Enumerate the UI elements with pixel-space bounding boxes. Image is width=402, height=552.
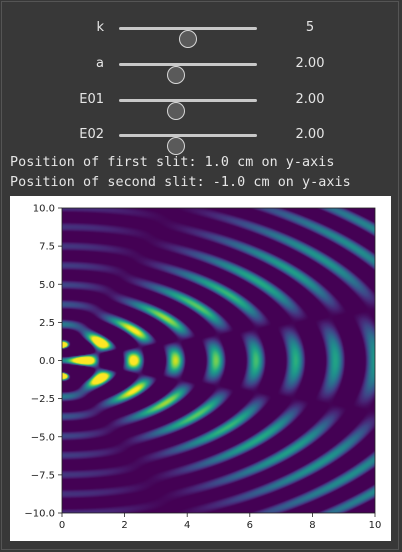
slider-e01-handle[interactable]: [166, 102, 185, 120]
y-tick-label: 2.5: [39, 318, 55, 329]
x-tick-label: 8: [309, 520, 315, 531]
slider-a-label: a: [96, 56, 104, 71]
slider-k-handle[interactable]: [179, 30, 197, 48]
slider-k-value: 5: [305, 20, 315, 35]
slider-k-label: k: [96, 20, 104, 35]
slider-a-handle[interactable]: [166, 66, 185, 84]
interference-figure: 0 2 4 6 8 10 10.0 7.5 5.0 2.5 0.0 −2.5 −5.0 −7.5 −10.…: [10, 196, 391, 541]
y-tick-label: −5.0: [31, 432, 55, 443]
slider-e02-handle[interactable]: [166, 137, 185, 155]
x-tick-label: 0: [59, 520, 65, 531]
x-tick-label: 10: [369, 520, 382, 531]
slider-k[interactable]: k 5: [0, 16, 402, 48]
slider-e01-track[interactable]: [119, 99, 257, 120]
y-tick-label: 0.0: [39, 356, 55, 367]
x-tick-label: 2: [121, 520, 127, 531]
x-tick-label: 6: [247, 520, 253, 531]
output-first-slit: Position of first slit: 1.0 cm on y-axis: [10, 155, 335, 170]
slider-e01[interactable]: E01 2.00: [0, 88, 402, 120]
slider-e02[interactable]: E02 2.00: [0, 123, 402, 155]
slider-e02-track[interactable]: [119, 134, 257, 155]
y-tick-label: −2.5: [31, 394, 55, 405]
slider-e02-value: 2.00: [295, 127, 325, 142]
slider-a[interactable]: a 2.00: [0, 52, 402, 84]
slider-k-track[interactable]: [119, 27, 257, 48]
slider-e01-label: E01: [79, 92, 104, 107]
y-tick-label: 10.0: [33, 204, 55, 215]
slider-a-value: 2.00: [295, 56, 325, 71]
x-axis-ticks: 0 2 4 6 8 10: [59, 513, 382, 531]
interference-plot: 0 2 4 6 8 10 10.0 7.5 5.0 2.5 0.0 −2.5 −5.0 −7.5 −10.…: [24, 204, 382, 532]
interference-heatmap: [62, 208, 375, 513]
y-tick-label: 7.5: [39, 242, 55, 253]
y-tick-label: −10.0: [24, 509, 55, 520]
slider-e01-value: 2.00: [295, 92, 325, 107]
y-axis-ticks: 10.0 7.5 5.0 2.5 0.0 −2.5 −5.0 −7.5 −10.0: [24, 204, 62, 520]
output-second-slit: Position of second slit: -1.0 cm on y-ax…: [10, 175, 351, 190]
y-tick-label: 5.0: [39, 280, 55, 291]
slider-e02-label: E02: [79, 127, 104, 142]
slider-a-track[interactable]: [119, 63, 257, 84]
x-tick-label: 4: [184, 520, 190, 531]
y-tick-label: −7.5: [31, 470, 55, 481]
